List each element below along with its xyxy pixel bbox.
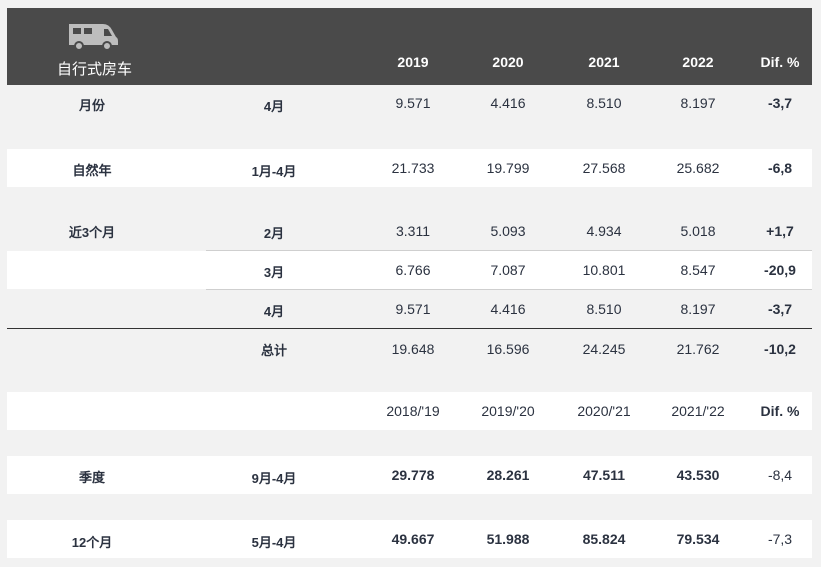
value-2021: 10.801 bbox=[582, 262, 626, 278]
row-label: 月份 bbox=[78, 98, 105, 113]
value-dif: -8,4 bbox=[767, 467, 793, 483]
value-2019: 6.766 bbox=[395, 262, 431, 278]
row-sub: 总计 bbox=[260, 343, 287, 358]
header-dif: Dif. % bbox=[760, 54, 800, 70]
row-divider bbox=[206, 250, 812, 251]
table-row-last3-3: 4月 9.571 4.416 8.510 8.197 -3,7 bbox=[7, 290, 812, 328]
value-2019: 9.571 bbox=[395, 301, 431, 317]
value-2019: 9.571 bbox=[395, 95, 431, 111]
value-2022: 8.197 bbox=[680, 301, 716, 317]
table-header: 自行式房车 2019 2020 2021 2022 Dif. % bbox=[7, 8, 812, 85]
value-2021: 8.510 bbox=[586, 95, 622, 111]
value-3: 47.511 bbox=[582, 467, 626, 483]
row-sub: 4月 bbox=[263, 304, 285, 319]
value-2020: 5.093 bbox=[490, 223, 526, 239]
value-2021: 4.934 bbox=[586, 223, 622, 239]
season-year-4: 2021/'22 bbox=[671, 403, 725, 419]
row-sub: 3月 bbox=[263, 265, 285, 280]
row-sub: 5月-4月 bbox=[251, 535, 297, 550]
value-2022: 5.018 bbox=[680, 223, 716, 239]
table-row-twelve: 12个月 5月-4月 49.667 51.988 85.824 79.534 -… bbox=[7, 520, 812, 558]
value-2: 28.261 bbox=[486, 467, 530, 483]
total-divider bbox=[7, 328, 812, 329]
row-label: 季度 bbox=[78, 470, 105, 485]
row-label: 自然年 bbox=[72, 163, 112, 178]
value-2019: 3.311 bbox=[396, 223, 430, 239]
value-4: 43.530 bbox=[676, 467, 720, 483]
value-dif: -6,8 bbox=[767, 160, 793, 176]
value-2022: 8.547 bbox=[680, 262, 716, 278]
value-2022: 21.762 bbox=[676, 341, 720, 357]
value-2: 51.988 bbox=[486, 531, 530, 547]
row-sub: 9月-4月 bbox=[251, 471, 297, 486]
value-1: 29.778 bbox=[391, 467, 435, 483]
value-dif: -3,7 bbox=[767, 301, 793, 317]
value-dif: -10,2 bbox=[764, 341, 796, 357]
row-sub: 2月 bbox=[263, 226, 285, 241]
value-2022: 8.197 bbox=[680, 95, 716, 111]
row-sub: 4月 bbox=[263, 99, 285, 114]
season-year-1: 2018/'19 bbox=[386, 403, 440, 419]
value-2020: 16.596 bbox=[486, 341, 530, 357]
value-2022: 25.682 bbox=[676, 160, 720, 176]
row-label: 近3个月 bbox=[68, 225, 116, 240]
value-dif: -3,7 bbox=[767, 95, 793, 111]
value-1: 49.667 bbox=[391, 531, 435, 547]
value-dif: +1,7 bbox=[766, 223, 794, 239]
value-dif: -7,3 bbox=[767, 531, 793, 547]
value-2019: 19.648 bbox=[391, 341, 435, 357]
value-2021: 27.568 bbox=[582, 160, 626, 176]
table-row-month: 月份 4月 9.571 4.416 8.510 8.197 -3,7 bbox=[7, 86, 812, 124]
value-3: 85.824 bbox=[582, 531, 626, 547]
row-label: 12个月 bbox=[71, 535, 113, 550]
camper-van-icon bbox=[69, 24, 118, 50]
value-2021: 8.510 bbox=[586, 301, 622, 317]
value-2020: 4.416 bbox=[490, 301, 526, 317]
header-year-2019: 2019 bbox=[397, 54, 429, 70]
table-row-season: 季度 9月-4月 29.778 28.261 47.511 43.530 -8,… bbox=[7, 456, 812, 494]
table-row-ytd: 自然年 1月-4月 21.733 19.799 27.568 25.682 -6… bbox=[7, 149, 812, 187]
table-row-total: 总计 19.648 16.596 24.245 21.762 -10,2 bbox=[7, 329, 812, 367]
value-2020: 4.416 bbox=[490, 95, 526, 111]
header-title: 自行式房车 bbox=[56, 61, 132, 78]
season-year-3: 2020/'21 bbox=[577, 403, 631, 419]
season-year-2: 2019/'20 bbox=[481, 403, 535, 419]
table-row-season-header: 2018/'19 2019/'20 2020/'21 2021/'22 Dif.… bbox=[7, 392, 812, 430]
value-2020: 7.087 bbox=[490, 262, 526, 278]
row-divider bbox=[206, 289, 812, 290]
value-2021: 24.245 bbox=[582, 341, 626, 357]
season-dif: Dif. % bbox=[760, 403, 800, 419]
value-dif: -20,9 bbox=[764, 262, 796, 278]
value-2019: 21.733 bbox=[391, 160, 435, 176]
table-row-last3-1: 近3个月 2月 3.311 5.093 4.934 5.018 +1,7 bbox=[7, 212, 812, 250]
row-sub: 1月-4月 bbox=[251, 164, 297, 179]
table-row-last3-2: 3月 6.766 7.087 10.801 8.547 -20,9 bbox=[7, 251, 812, 289]
header-year-2020: 2020 bbox=[492, 54, 524, 70]
header-year-2021: 2021 bbox=[588, 54, 620, 70]
header-year-2022: 2022 bbox=[682, 54, 714, 70]
value-2020: 19.799 bbox=[486, 160, 530, 176]
value-4: 79.534 bbox=[676, 531, 720, 547]
registration-table: 自行式房车 2019 2020 2021 2022 Dif. % 月份 4月 9… bbox=[7, 8, 812, 560]
